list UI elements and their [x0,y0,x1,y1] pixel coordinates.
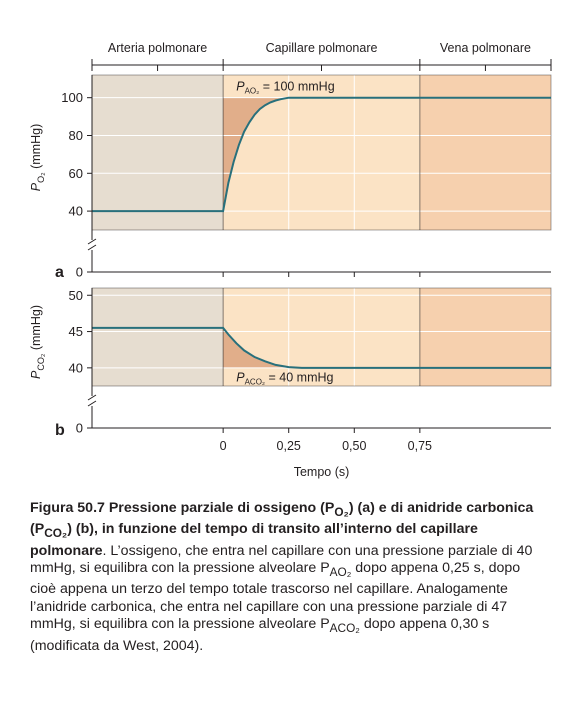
caption-sub-aco2: ACO₂ [329,621,360,636]
y-tick-label: 80 [69,128,83,143]
x-tick-label: 0,50 [342,439,366,453]
region-bg-0 [92,288,224,386]
annotation-value: = 100 mmHg [259,79,334,93]
data-line [92,96,551,213]
annotation-symbol: P [236,79,245,93]
caption-body-part3: dopo appena 0,30 s (modificata da West, … [30,616,490,654]
axis-break-mark [87,394,97,407]
caption-body-part1: . L’ossigeno, che entra nel capillare co… [30,542,533,577]
data-line [92,326,551,369]
x-tick-label: 0,75 [408,439,432,453]
y-axis-label-unit: (mmHg) [29,305,43,354]
y-tick-label: 40 [69,360,83,375]
region-label-0: Arteria polmonare [108,41,207,55]
region-bg-1 [223,288,420,386]
y-axis-label-symbol: P [29,370,43,379]
x-axis-labels: 0 0,25 0,50 0,75 Tempo (s) [220,439,432,479]
y-axis-label-subscript: CO₂ [36,353,46,371]
annotation-subscript: ACO₂ [245,377,265,386]
y-axis-label-subscript: O₂ [36,172,46,183]
y-tick-label: 0 [76,421,83,436]
y-tick-label: 0 [76,265,83,280]
y-tick-label: 40 [69,204,83,219]
caption-body-part2: dopo appena 0,25 s, dopo cioè appena un … [30,560,521,633]
region-bg-0 [92,75,224,230]
annotation-symbol: P [236,370,245,384]
annotation: PACO₂ = 40 mmHg [236,370,333,386]
caption-heading: Figura 50.7 Pressione parziale di ossige… [30,500,533,559]
annotation: PAO₂ = 100 mmHg [236,79,334,95]
region-labels: Arteria polmonare Capillare polmonare Vena… [91,41,552,71]
y-tick-label: 100 [61,90,83,105]
region-bg-2 [419,75,551,230]
region-label-1: Capillare polmonare [266,41,378,55]
caption-head-part1: Figura 50.7 Pressione parziale di ossige… [30,500,335,516]
caption-head-part2: ) (a) e di anidride carbonica (P [30,500,534,538]
figure-chart: Arteria polmonare Capillare polmonare Vena… [29,41,552,479]
y-axis-label-symbol: P [29,182,43,191]
region-bg-2 [419,288,551,386]
y-tick-label: 50 [69,288,83,303]
y-axis: 0 40 45 50 [69,288,551,436]
x-axis-label: Tempo (s) [294,465,350,479]
equilibration-area [223,327,302,368]
x-tick-label: 0,25 [277,439,301,453]
y-tick-label: 45 [69,324,83,339]
caption-sub-ao2: AO₂ [329,564,352,579]
annotation-subscript: AO₂ [245,86,260,95]
y-axis: 0 40 60 80 100 [61,75,551,280]
figure-caption: Figura 50.7 Pressione parziale di ossige… [30,500,550,655]
y-axis-label: PCO₂ (mmHg) [29,305,46,379]
y-axis-label-unit: (mmHg) [29,124,43,173]
y-axis-label: PO₂ (mmHg) [29,124,46,191]
panel-label: b [55,422,65,439]
y-tick-label: 60 [69,166,83,181]
annotation-value: = 40 mmHg [265,370,333,384]
panel-label: a [55,264,64,281]
caption-body: . L’ossigeno, che entra nel capillare co… [30,543,532,654]
equilibration-area [223,97,302,212]
x-tick-label: 0 [220,439,227,453]
caption-sub-co2: CO₂ [44,526,68,541]
axis-break-mark [87,238,97,251]
caption-head-part3: ) (b), in funzione del tempo di transito… [30,521,478,559]
region-label-2: Vena polmonare [440,41,531,55]
caption-sub-o2: O₂ [334,504,349,519]
